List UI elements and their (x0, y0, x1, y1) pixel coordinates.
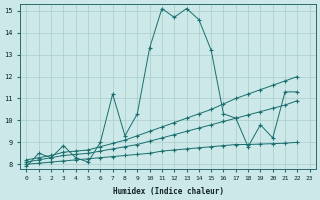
X-axis label: Humidex (Indice chaleur): Humidex (Indice chaleur) (113, 187, 224, 196)
